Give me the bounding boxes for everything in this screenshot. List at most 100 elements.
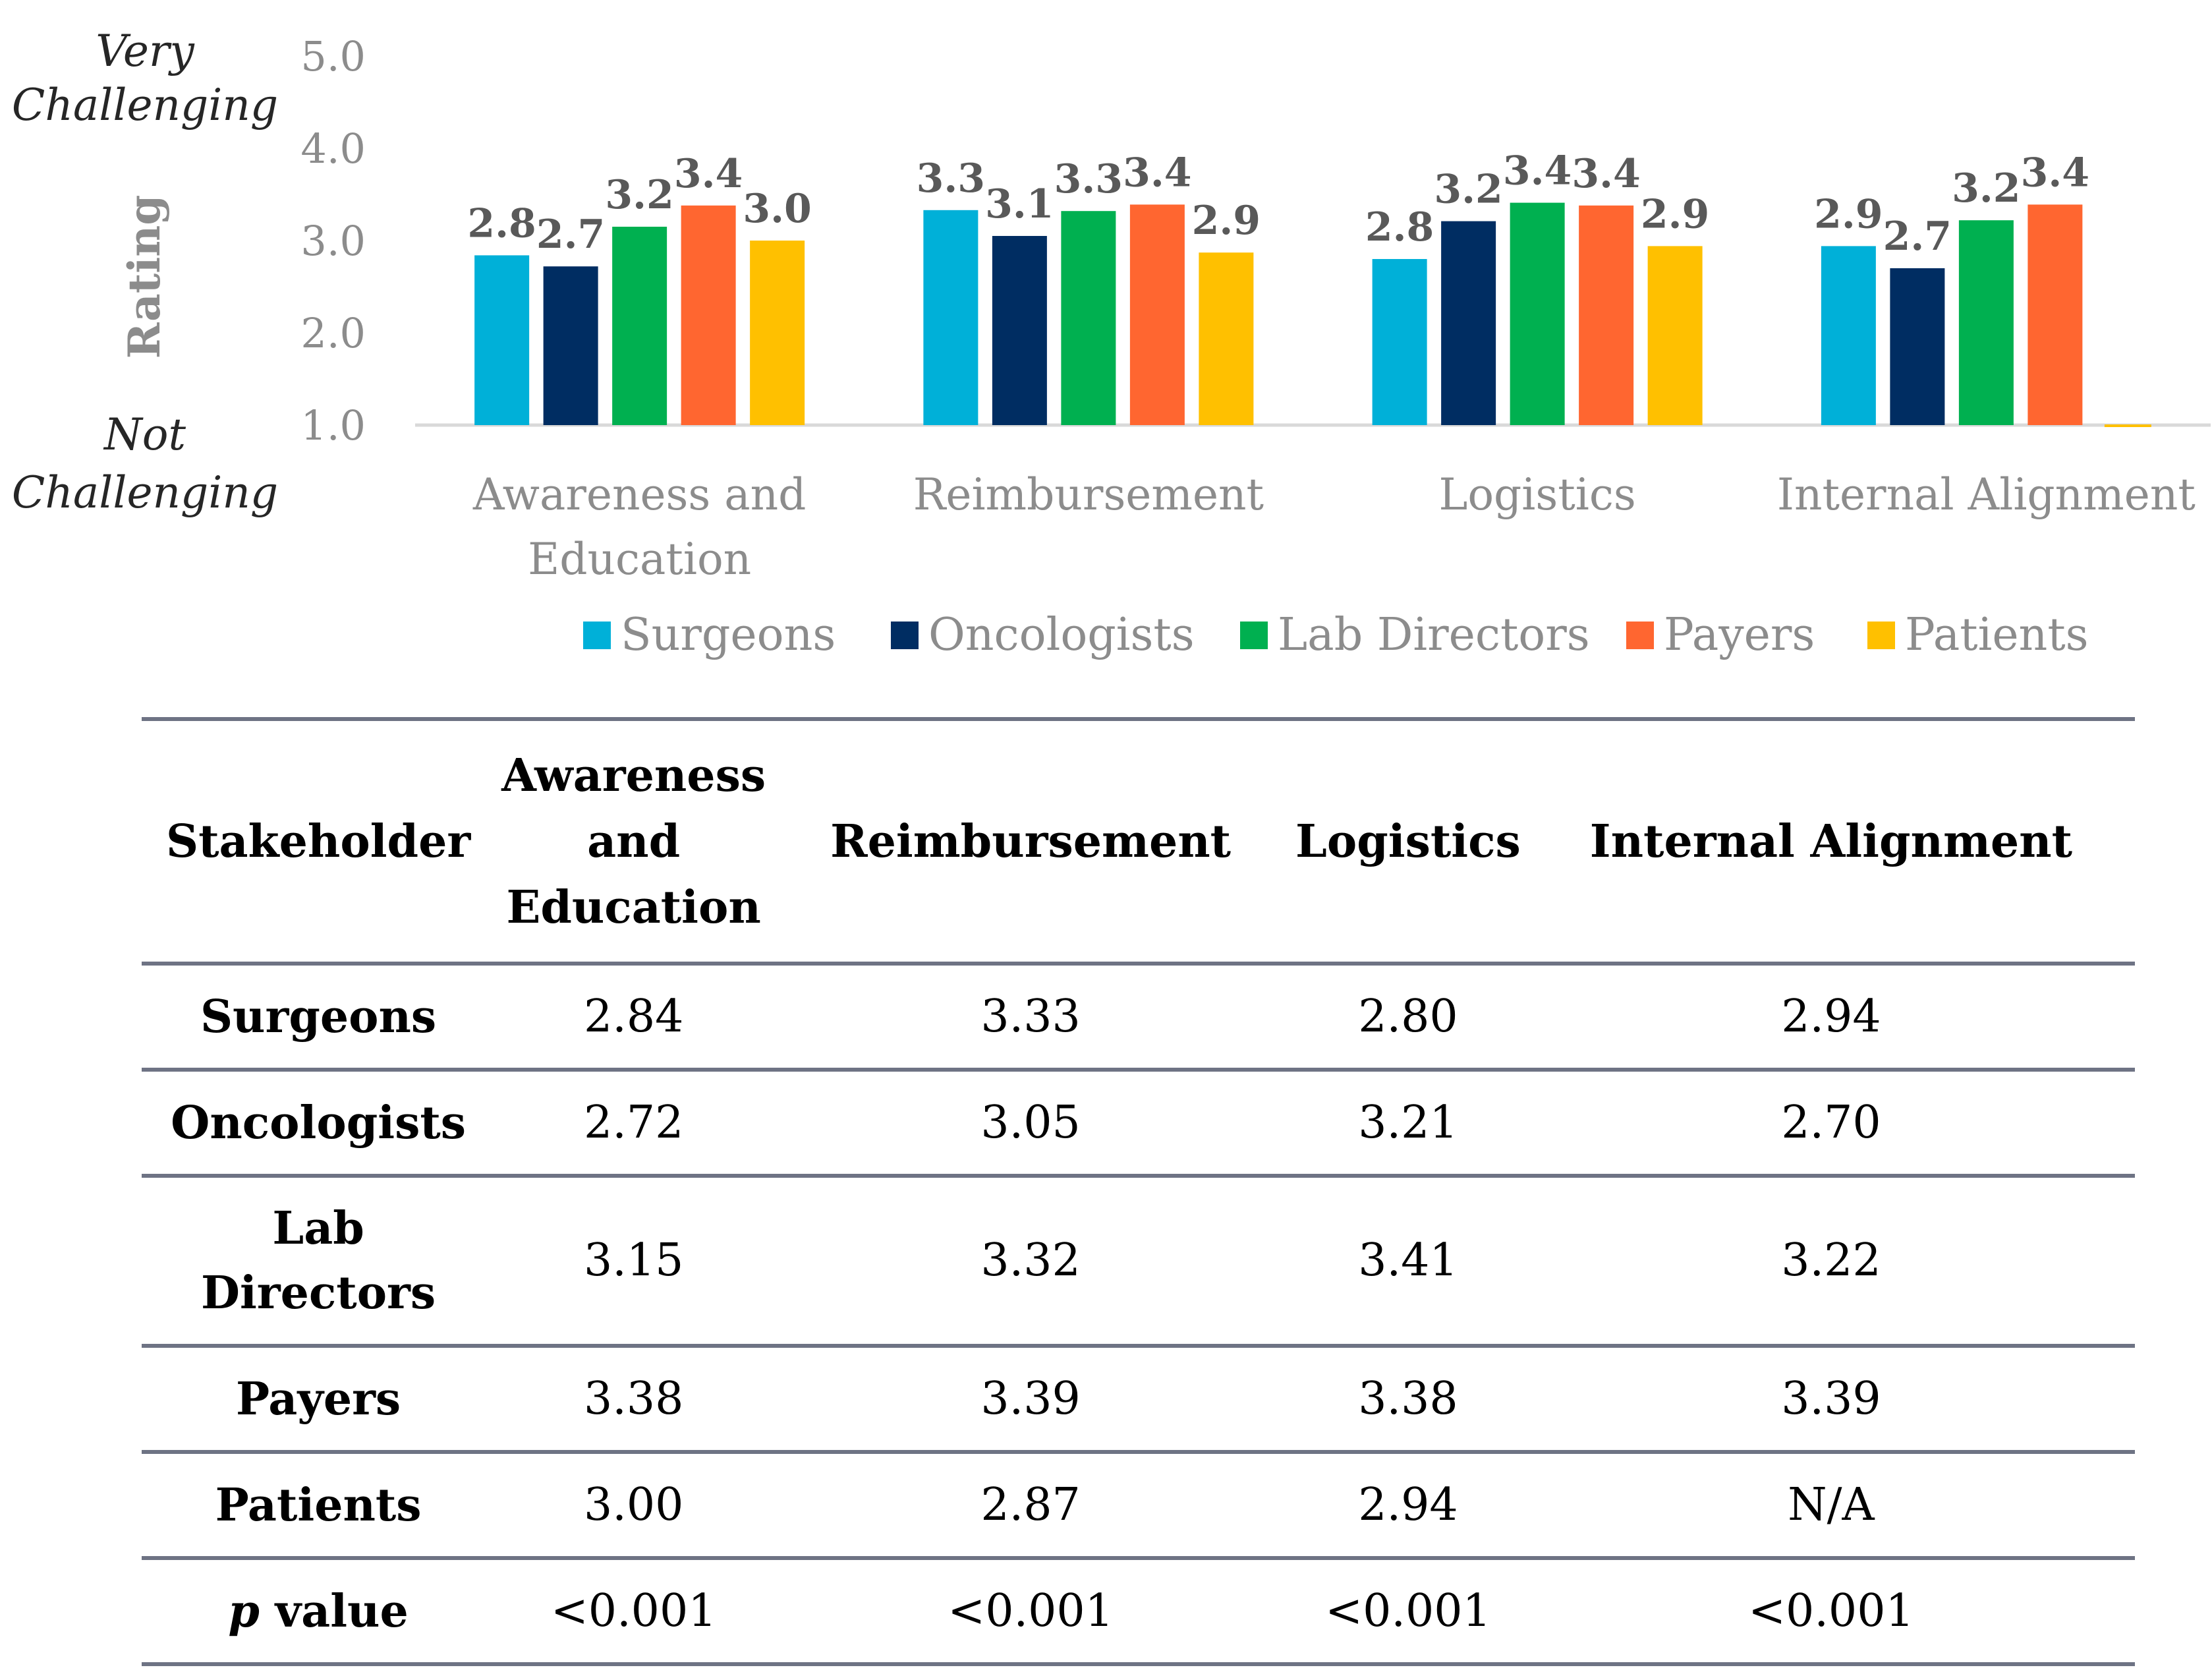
bar-empty — [2104, 424, 2151, 427]
row-label-p-value: p value — [142, 1558, 496, 1666]
data-label: 2.7 — [1883, 214, 1952, 260]
data-label: 2.7 — [536, 212, 605, 258]
legend-swatch — [1867, 622, 1895, 649]
category-label: Awareness and — [472, 469, 807, 520]
legend-swatch — [1240, 622, 1268, 649]
bar — [1199, 252, 1254, 425]
table-row-pvalue: p value <0.001 <0.001 <0.001 <0.001 — [142, 1558, 2135, 1666]
table-cell: 3.33 — [772, 964, 1290, 1072]
table-cell: 2.87 — [772, 1452, 1290, 1560]
data-label: 2.8 — [1365, 204, 1434, 250]
data-label: 3.4 — [1572, 151, 1640, 197]
bar — [1129, 204, 1185, 425]
table-cell: 2.72 — [495, 1070, 773, 1178]
table-row: Oncologists 2.72 3.05 3.21 2.70 — [142, 1070, 2135, 1178]
table-row: Surgeons 2.84 3.33 2.80 2.94 — [142, 964, 2135, 1072]
bar — [1821, 246, 1876, 425]
table-row: Patients 3.00 2.87 2.94 N/A — [142, 1452, 2135, 1560]
bar — [1441, 221, 1496, 425]
data-label: 3.4 — [2021, 150, 2089, 196]
bar — [543, 266, 598, 425]
table-cell: 3.00 — [495, 1452, 773, 1560]
y-bottom-label-line1: Not — [103, 409, 186, 460]
header-awareness: Awareness and Education — [495, 717, 773, 966]
y-top-label-line2: Challenging — [12, 80, 278, 130]
table-cell: 3.39 — [1527, 1346, 2135, 1454]
bar — [1061, 211, 1116, 425]
bar — [992, 236, 1047, 425]
legend-label: Payers — [1664, 609, 1815, 661]
data-label: 3.4 — [1123, 150, 1191, 196]
table-cell: <0.001 — [495, 1558, 773, 1666]
bar — [750, 241, 805, 425]
data-label: 3.1 — [985, 181, 1054, 227]
data-label: 3.2 — [1434, 167, 1502, 213]
table-cell: 3.39 — [772, 1346, 1290, 1454]
table-cell: 3.21 — [1289, 1070, 1527, 1178]
bar — [474, 255, 530, 425]
data-label: 3.4 — [674, 151, 743, 197]
table-cell: 3.22 — [1527, 1176, 2135, 1348]
y-tick-label: 4.0 — [300, 125, 366, 173]
table-header-row: Stakeholder Awareness and Education Reim… — [142, 717, 2135, 966]
data-label: 2.8 — [467, 200, 536, 246]
ratings-table: Stakeholder Awareness and Education Reim… — [142, 717, 2135, 1666]
legend-label: Oncologists — [928, 609, 1195, 661]
legend-label: Lab Directors — [1278, 609, 1590, 661]
table-cell: 2.84 — [495, 964, 773, 1072]
bar — [1510, 202, 1565, 425]
data-label: 3.3 — [917, 156, 985, 202]
header-internal-alignment: Internal Alignment — [1527, 717, 2135, 966]
legend-label: Patients — [1905, 609, 2089, 661]
data-label: 3.2 — [1952, 165, 2020, 212]
bar — [1958, 220, 2014, 425]
legend-label: Surgeons — [621, 609, 836, 661]
table-cell: 3.05 — [772, 1070, 1290, 1178]
table-cell: 3.15 — [495, 1176, 773, 1348]
table-cell: N/A — [1527, 1452, 2135, 1560]
bar — [923, 210, 978, 425]
data-label: 3.4 — [1503, 148, 1572, 194]
row-label-surgeons: Surgeons — [142, 964, 496, 1072]
bar — [1890, 268, 1945, 425]
category-label: Internal Alignment — [1777, 469, 2196, 520]
legend-swatch — [891, 622, 919, 649]
header-logistics: Logistics — [1289, 717, 1527, 966]
table-cell: 2.94 — [1289, 1452, 1527, 1560]
data-label: 3.0 — [743, 186, 811, 232]
row-label-oncologists: Oncologists — [142, 1070, 496, 1178]
row-label-lab-directors: Lab Directors — [142, 1176, 496, 1348]
category-label: Logistics — [1438, 469, 1635, 520]
p-symbol: p — [228, 1584, 260, 1638]
y-axis-title: Rating — [119, 195, 170, 359]
table-row: Payers 3.38 3.39 3.38 3.39 — [142, 1346, 2135, 1454]
data-label: 2.9 — [1192, 198, 1261, 244]
bar — [612, 227, 667, 425]
table-cell: 2.70 — [1527, 1070, 2135, 1178]
table-cell: <0.001 — [772, 1558, 1290, 1666]
bar — [681, 205, 736, 425]
table-cell: 3.41 — [1289, 1176, 1527, 1348]
table-row: Lab Directors 3.15 3.32 3.41 3.22 — [142, 1176, 2135, 1348]
data-label: 3.3 — [1054, 156, 1123, 202]
bar — [1579, 205, 1634, 425]
bar — [1372, 259, 1427, 425]
row-label-payers: Payers — [142, 1346, 496, 1454]
header-stakeholder: Stakeholder — [142, 717, 496, 966]
y-tick-label: 1.0 — [300, 401, 366, 449]
legend-swatch — [583, 622, 611, 649]
data-label: 2.9 — [1814, 191, 1883, 237]
y-tick-label: 3.0 — [300, 217, 366, 265]
table-cell: 3.32 — [772, 1176, 1290, 1348]
category-label: Reimbursement — [913, 469, 1264, 520]
bar-chart: 5.04.03.02.01.0VeryChallengingNotChallen… — [12, 26, 2211, 661]
y-bottom-label-line2: Challenging — [12, 467, 278, 518]
table-cell: 3.38 — [495, 1346, 773, 1454]
header-reimbursement: Reimbursement — [772, 717, 1290, 966]
table-cell: <0.001 — [1289, 1558, 1527, 1666]
row-label-patients: Patients — [142, 1452, 496, 1560]
bar — [2028, 204, 2083, 425]
category-label: Education — [528, 534, 751, 585]
p-value-word: value — [259, 1584, 409, 1638]
legend-swatch — [1626, 622, 1654, 649]
